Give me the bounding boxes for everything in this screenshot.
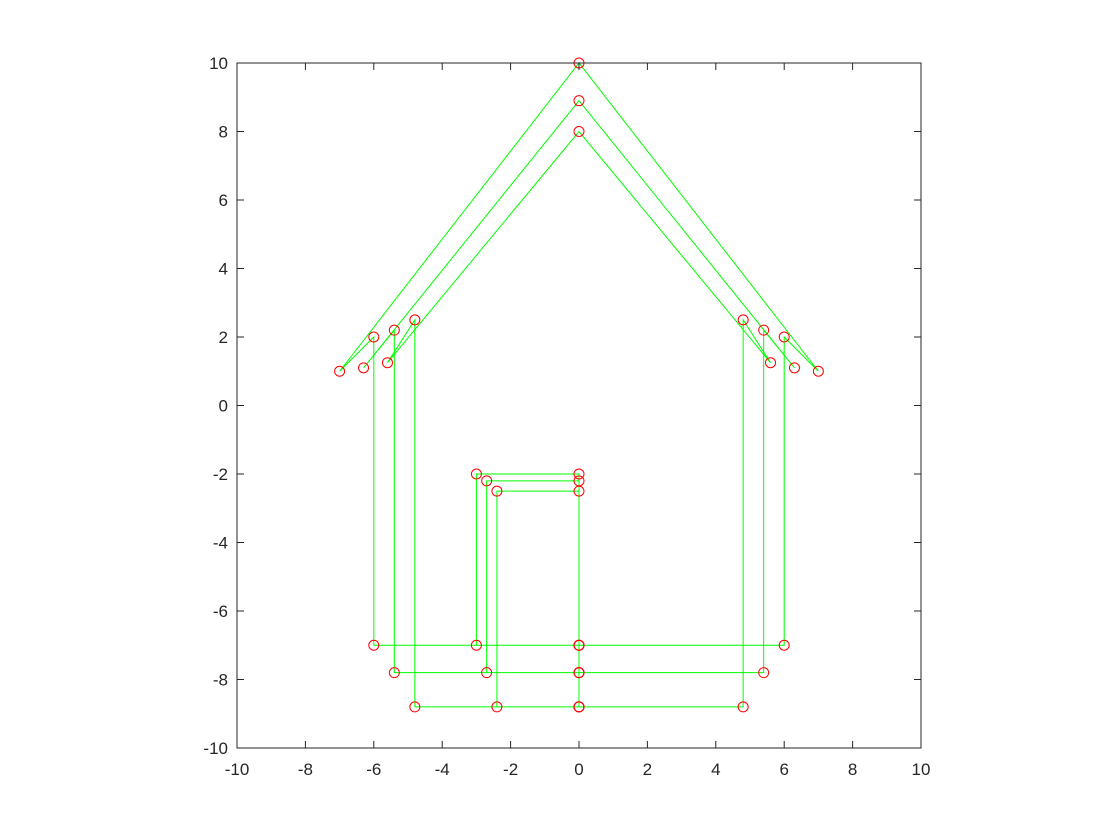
x-tick-label: -8 xyxy=(298,760,313,779)
x-axis-tick-labels: -10 -8 -6 -4 -2 0 2 4 6 8 10 xyxy=(225,760,931,779)
data-point-marker xyxy=(573,126,585,137)
data-point-marker xyxy=(737,701,749,713)
data-point-marker xyxy=(409,701,421,713)
data-point-marker xyxy=(481,667,493,679)
y-tick-label: -8 xyxy=(213,671,228,690)
y-tick-label: -2 xyxy=(213,465,228,484)
data-point-marker xyxy=(573,468,585,480)
series-line-3 xyxy=(387,130,771,708)
x-tick-label: 6 xyxy=(779,760,788,779)
data-point-marker xyxy=(358,362,370,374)
series-lines xyxy=(339,62,819,708)
x-tick-label: 8 xyxy=(848,760,857,779)
data-point-marker xyxy=(573,639,585,651)
data-point-marker xyxy=(573,95,585,107)
data-point-marker xyxy=(368,331,380,343)
data-point-marker xyxy=(409,314,421,326)
data-point-marker xyxy=(388,324,400,336)
data-point-marker xyxy=(368,639,380,651)
series-line-2 xyxy=(363,99,795,674)
y-tick-label: 10 xyxy=(209,54,228,73)
data-point-marker xyxy=(491,485,503,497)
data-point-marker xyxy=(778,639,790,651)
data-point-marker xyxy=(778,331,790,343)
x-tick-label: -2 xyxy=(503,760,518,779)
y-tick-label: 8 xyxy=(219,123,228,142)
data-point-marker xyxy=(765,357,777,369)
data-point-marker xyxy=(573,485,585,497)
data-point-marker xyxy=(334,365,346,377)
data-point-marker xyxy=(388,667,400,679)
data-point-marker xyxy=(788,362,800,374)
data-point-marker xyxy=(481,475,493,487)
data-point-marker xyxy=(737,314,749,326)
series-markers xyxy=(334,57,824,713)
x-tick-label: -6 xyxy=(366,760,381,779)
data-point-marker xyxy=(758,667,770,679)
x-tick-label: 4 xyxy=(711,760,720,779)
data-point-marker xyxy=(491,701,503,713)
y-axis-tick-labels: -10 -8 -6 -4 -2 0 2 4 6 8 10 xyxy=(203,54,228,758)
axis-ticks xyxy=(236,62,922,749)
series-line-1 xyxy=(339,62,819,646)
x-tick-label: 10 xyxy=(912,760,931,779)
y-tick-label: 2 xyxy=(219,328,228,347)
y-tick-label: -4 xyxy=(213,534,228,553)
y-tick-label: -6 xyxy=(213,602,228,621)
y-tick-label: 6 xyxy=(219,191,228,210)
data-point-marker xyxy=(758,324,770,336)
y-tick-label: 4 xyxy=(219,260,228,279)
data-point-marker xyxy=(470,468,482,480)
data-point-marker xyxy=(573,667,585,679)
data-point-marker xyxy=(573,701,585,713)
y-tick-label: -10 xyxy=(203,739,228,758)
x-tick-label: -10 xyxy=(225,760,250,779)
y-tick-label: 0 xyxy=(219,397,228,416)
data-point-marker xyxy=(470,639,482,651)
data-point-marker xyxy=(381,357,393,369)
data-point-marker xyxy=(812,365,824,377)
x-tick-label: 0 xyxy=(574,760,583,779)
x-tick-label: 2 xyxy=(643,760,652,779)
x-tick-label: -4 xyxy=(435,760,450,779)
